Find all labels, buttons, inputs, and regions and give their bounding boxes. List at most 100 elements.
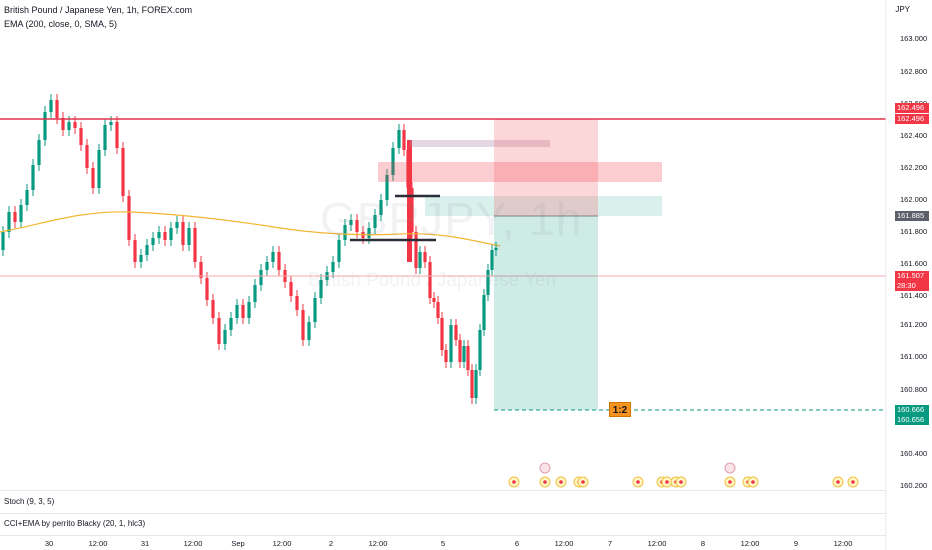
cci-indicator-label[interactable]: CCI+EMA by perrito Blacky (20, 1, hlc3) (4, 519, 146, 528)
candle-body (458, 340, 462, 362)
event-dot-icon (665, 480, 669, 484)
event-markers[interactable] (508, 462, 859, 488)
economic-event-icon[interactable] (724, 462, 736, 474)
candle-body (391, 148, 395, 175)
candle-body (157, 232, 161, 238)
candle-body (169, 228, 173, 240)
candle-body (397, 130, 401, 148)
candle-body (494, 248, 498, 250)
time-tick-label: 12:00 (89, 539, 108, 548)
candle-body (402, 130, 406, 150)
candle-body (436, 302, 440, 318)
target-lower-price-tag: 160.656 (895, 415, 929, 425)
candle-body (355, 220, 359, 232)
order-block-upper[interactable] (410, 140, 550, 147)
candle-body (454, 325, 458, 340)
entry-price-price-tag: 161.885 (895, 211, 929, 221)
candle-body (373, 215, 377, 228)
candle-body (474, 370, 478, 398)
event-dot-icon (836, 480, 840, 484)
candle-body (253, 285, 257, 302)
drawing-overlays (0, 118, 886, 411)
time-tick-label: 12:00 (555, 539, 574, 548)
candle-body (163, 232, 167, 240)
event-dot-icon (851, 480, 855, 484)
candle-body (91, 168, 95, 188)
candle-body (25, 190, 29, 205)
time-tick-label: 12:00 (369, 539, 388, 548)
candle-body (385, 175, 389, 200)
candle-body (440, 318, 444, 350)
take-profit-zone[interactable] (494, 216, 598, 410)
name-watermark: British Pound / Japanese Yen (308, 270, 557, 291)
supply-zone[interactable] (378, 162, 662, 182)
candle-body (55, 100, 59, 118)
economic-event-icon[interactable] (539, 462, 551, 474)
time-tick-label: 7 (608, 539, 612, 548)
time-tick-label: 12:00 (273, 539, 292, 548)
candle-body (265, 262, 269, 270)
stoch-indicator-label[interactable]: Stoch (9, 3, 5) (4, 497, 55, 506)
candle-body (470, 370, 474, 398)
risk-reward-badge[interactable]: 1:2 (609, 402, 631, 417)
time-tick-label: 6 (515, 539, 519, 548)
candle-body (1, 232, 5, 250)
candle-body (127, 196, 131, 240)
candle-body (462, 346, 466, 362)
candle-body (43, 112, 47, 140)
candle-body (37, 140, 41, 165)
resistance-upper-price-tag: 162.496 (895, 103, 929, 113)
candle-body (187, 228, 191, 245)
time-axis: 30 12:00 31 12:00 Sep 12:00 2 12:00 5 6 12:00 7 12:0… (45, 539, 853, 548)
stop-loss-zone[interactable] (494, 119, 598, 216)
time-tick-label: 12:00 (834, 539, 853, 548)
candle-body (211, 300, 215, 318)
candle-body (133, 240, 137, 262)
candlestick-series (1, 94, 498, 404)
candle-body (121, 148, 125, 196)
pane-separator-cci[interactable] (0, 513, 886, 514)
candle-body (199, 262, 203, 278)
candle-body (223, 330, 227, 344)
candle-body (235, 305, 239, 318)
candle-body (277, 252, 281, 270)
candle-body (241, 305, 245, 318)
time-axis-separator (0, 535, 886, 536)
candle-body (331, 262, 335, 272)
candle-body (115, 122, 119, 148)
price-tick-label: 162.000 (900, 195, 927, 204)
time-tick-label: Sep (231, 539, 244, 548)
candle-body (482, 295, 486, 330)
candle-body (337, 240, 341, 262)
candle-body (301, 310, 305, 340)
event-dot-icon (751, 480, 755, 484)
candle-body (79, 128, 83, 145)
target-upper-price-tag: 160.666 (895, 405, 929, 415)
last-price-price-tag: 161.507 (895, 271, 929, 281)
candle-body (7, 212, 11, 232)
time-tick-label: 30 (45, 539, 53, 548)
candle-body (490, 250, 494, 270)
candle-body (61, 118, 65, 130)
candle-body (67, 122, 71, 130)
ema-line (0, 211, 501, 247)
ema-indicator-label[interactable]: EMA (200, close, 0, SMA, 5) (4, 19, 118, 29)
candle-body (367, 228, 371, 238)
demand-zone[interactable] (425, 196, 662, 216)
candle-body (259, 270, 263, 285)
candle-body (73, 122, 77, 128)
candle-body (271, 252, 275, 262)
candle-body (151, 238, 155, 245)
candle-body (145, 245, 149, 255)
price-tick-label: 162.800 (900, 67, 927, 76)
candle-body (449, 325, 453, 362)
time-tick-label: 31 (141, 539, 149, 548)
pane-separator-stoch[interactable] (0, 490, 886, 491)
candle-body (97, 150, 101, 188)
candle-body (217, 318, 221, 344)
symbol-title[interactable]: British Pound / Japanese Yen, 1h, FOREX.… (4, 5, 193, 15)
resistance-lower-price-tag: 162.496 (895, 114, 929, 124)
price-tick-label: 161.400 (900, 291, 927, 300)
time-tick-label: 2 (329, 539, 333, 548)
